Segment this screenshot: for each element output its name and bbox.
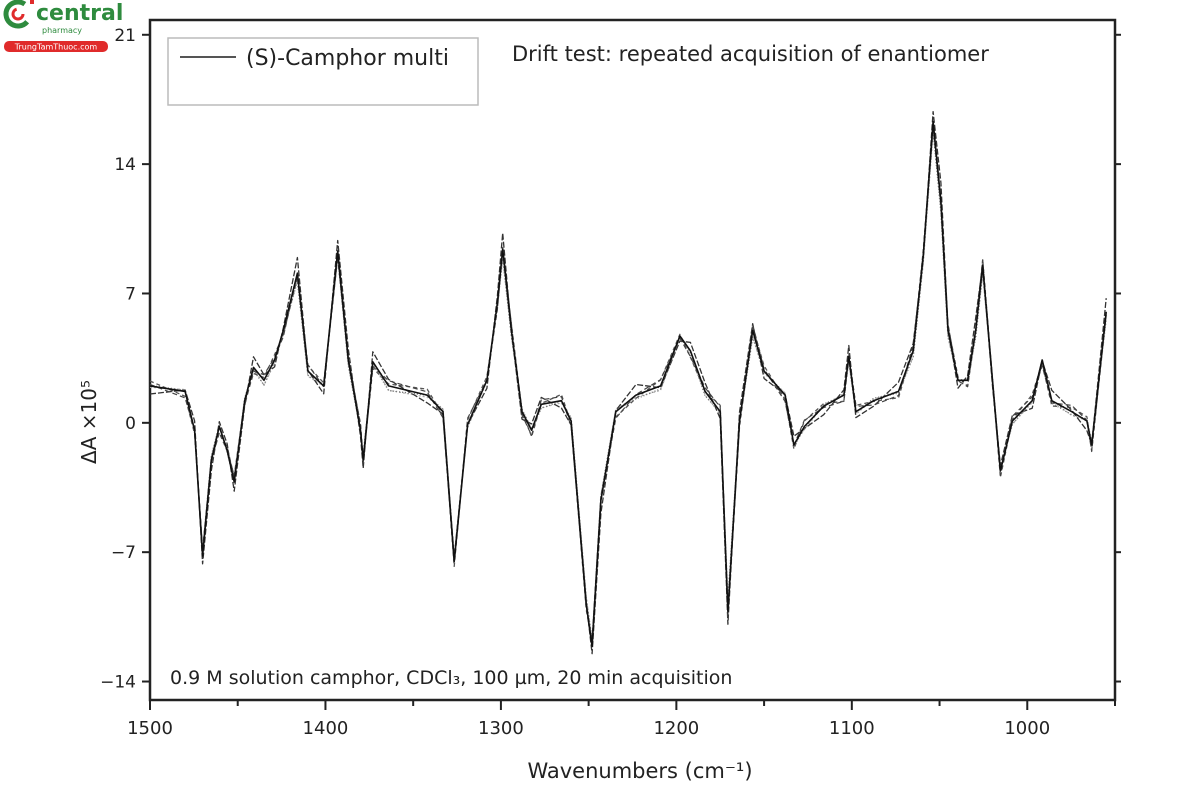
- chart-title: Drift test: repeated acquisition of enan…: [512, 42, 989, 66]
- spectrum-line: [149, 127, 1107, 641]
- y-tick-label: 7: [125, 284, 136, 304]
- x-tick-label: 1000: [1004, 718, 1050, 739]
- x-tick-label: 1400: [303, 718, 349, 739]
- plot-frame: [148, 18, 1117, 702]
- x-tick-label: 1500: [127, 718, 173, 739]
- y-tick-label: 0: [125, 414, 136, 434]
- spectrum-line: [149, 130, 1107, 641]
- y-tick-label: −7: [111, 543, 136, 563]
- y-tick-label: 21: [114, 26, 136, 46]
- y-axis-label: ΔA ×10⁵: [77, 380, 101, 464]
- legend-label: (S)-Camphor multi: [246, 46, 449, 71]
- logo-brand: central: [36, 1, 123, 26]
- y-tick-label: 14: [114, 155, 136, 175]
- spectrum-line: [149, 110, 1107, 655]
- x-tick-label: 1200: [653, 718, 699, 739]
- logo-sub: pharmacy: [42, 26, 82, 35]
- x-tick-label: 1100: [829, 718, 875, 739]
- x-axis-label: Wavenumbers (cm⁻¹): [527, 759, 752, 783]
- legend-box: [167, 37, 479, 106]
- spectrum-line: [149, 129, 1107, 642]
- chart-annotation: 0.9 M solution camphor, CDCl₃, 100 µm, 2…: [170, 667, 732, 689]
- x-tick-label: 1300: [478, 718, 524, 739]
- y-tick-label: −14: [100, 673, 136, 693]
- central-pharmacy-watermark-logo: central pharmacy TrungTamThuoc.com: [3, 0, 123, 52]
- logo-site: TrungTamThuoc.com: [14, 43, 98, 52]
- spectrum-line: [149, 120, 1107, 648]
